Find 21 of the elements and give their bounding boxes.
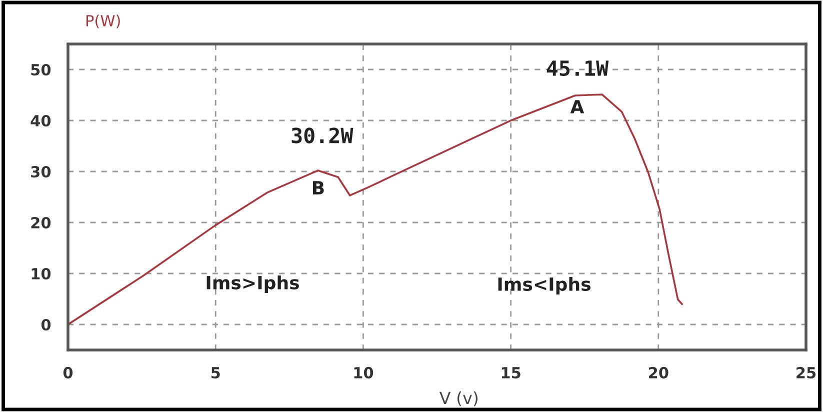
- annotation: Ims>Iphs: [206, 275, 299, 293]
- y-tick-label: 10: [32, 268, 51, 280]
- y-tick-label: 30: [31, 166, 51, 178]
- y-axis-title: P(W): [86, 14, 120, 28]
- x-tick-label: 0: [63, 366, 73, 378]
- annotation: B: [312, 181, 324, 194]
- x-tick-label: 20: [648, 366, 668, 378]
- line-series: [68, 94, 683, 326]
- x-tick-label: 10: [354, 366, 374, 378]
- x-axis-title: V (v): [439, 391, 478, 406]
- annotation: 45.1W: [546, 60, 609, 76]
- annotation: Ims<Iphs: [498, 277, 590, 294]
- annotation: 30.2W: [292, 128, 354, 144]
- x-tick-label: 5: [211, 367, 220, 378]
- y-tick-label: 20: [31, 216, 51, 229]
- y-tick-label: 40: [30, 114, 51, 127]
- x-tick-label: 15: [502, 367, 520, 378]
- annotation: A: [570, 100, 584, 114]
- x-tick-label: 25: [796, 366, 816, 378]
- y-tick-label: 50: [31, 64, 51, 76]
- y-tick-label: 0: [41, 318, 51, 331]
